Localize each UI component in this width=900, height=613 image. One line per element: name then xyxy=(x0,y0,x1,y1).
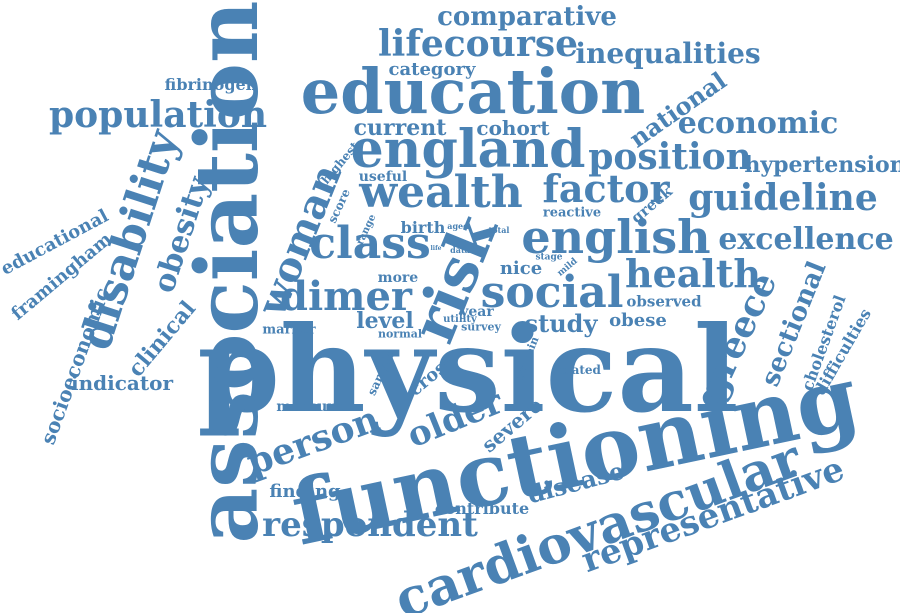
cloud-word: measure xyxy=(276,399,344,415)
cloud-word: birth xyxy=(400,218,446,237)
cloud-word: population xyxy=(48,94,268,136)
cloud-word: dimer xyxy=(279,273,413,320)
cloud-word: life xyxy=(430,245,442,252)
cloud-word: current xyxy=(353,115,447,141)
cloud-word: year xyxy=(460,304,494,320)
cloud-word: related xyxy=(553,363,601,377)
cloud-word: excellence xyxy=(718,222,894,257)
cloud-word: england xyxy=(350,119,586,180)
cloud-word: observed xyxy=(626,292,702,311)
cloud-word: health xyxy=(624,251,762,296)
cloud-word: reactive xyxy=(542,205,602,221)
cloud-word: data xyxy=(450,245,470,255)
cloud-word: lifecourse xyxy=(378,23,578,65)
cloud-word: survey xyxy=(461,320,501,334)
cloud-word: normal xyxy=(377,327,423,341)
cloud-word: physical xyxy=(197,300,739,439)
cloud-word: respondent xyxy=(262,505,478,545)
cloud-word: category xyxy=(388,59,476,80)
cloud-word: hypertension xyxy=(744,152,900,178)
cloud-word: comparative xyxy=(437,2,617,32)
cloud-word: socioeconomic xyxy=(35,284,115,448)
cloud-word: aged xyxy=(447,221,469,231)
cloud-word: education xyxy=(300,55,646,128)
cloud-word: social xyxy=(480,267,624,318)
cloud-word: stage xyxy=(535,252,563,263)
cloud-word: utility xyxy=(443,314,477,325)
cloud-word: total xyxy=(488,225,510,235)
cloud-word: inequalities xyxy=(575,37,761,70)
cloud-word: study xyxy=(524,309,598,338)
cloud-word: fibrinogen xyxy=(164,75,258,94)
cloud-word: finding xyxy=(269,481,341,502)
cloud-word: obese xyxy=(609,310,667,331)
cloud-word: cohort xyxy=(476,116,550,140)
cloud-word: economic xyxy=(677,106,839,141)
cloud-word: position xyxy=(588,136,752,178)
cloud-word: level xyxy=(356,308,414,334)
cloud-word: nice xyxy=(499,258,543,279)
cloud-word: contribute xyxy=(434,499,530,518)
cloud-word: wealth xyxy=(359,167,523,218)
cloud-word: indicator xyxy=(71,371,173,395)
cloud-word: class xyxy=(309,218,431,269)
cloud-word: useful xyxy=(358,169,408,185)
cloud-word: guideline xyxy=(688,177,878,219)
cloud-word: more xyxy=(377,270,419,286)
cloud-word: factor xyxy=(542,166,670,211)
cloud-word: english xyxy=(521,210,711,264)
cloud-word: marker xyxy=(262,322,316,338)
